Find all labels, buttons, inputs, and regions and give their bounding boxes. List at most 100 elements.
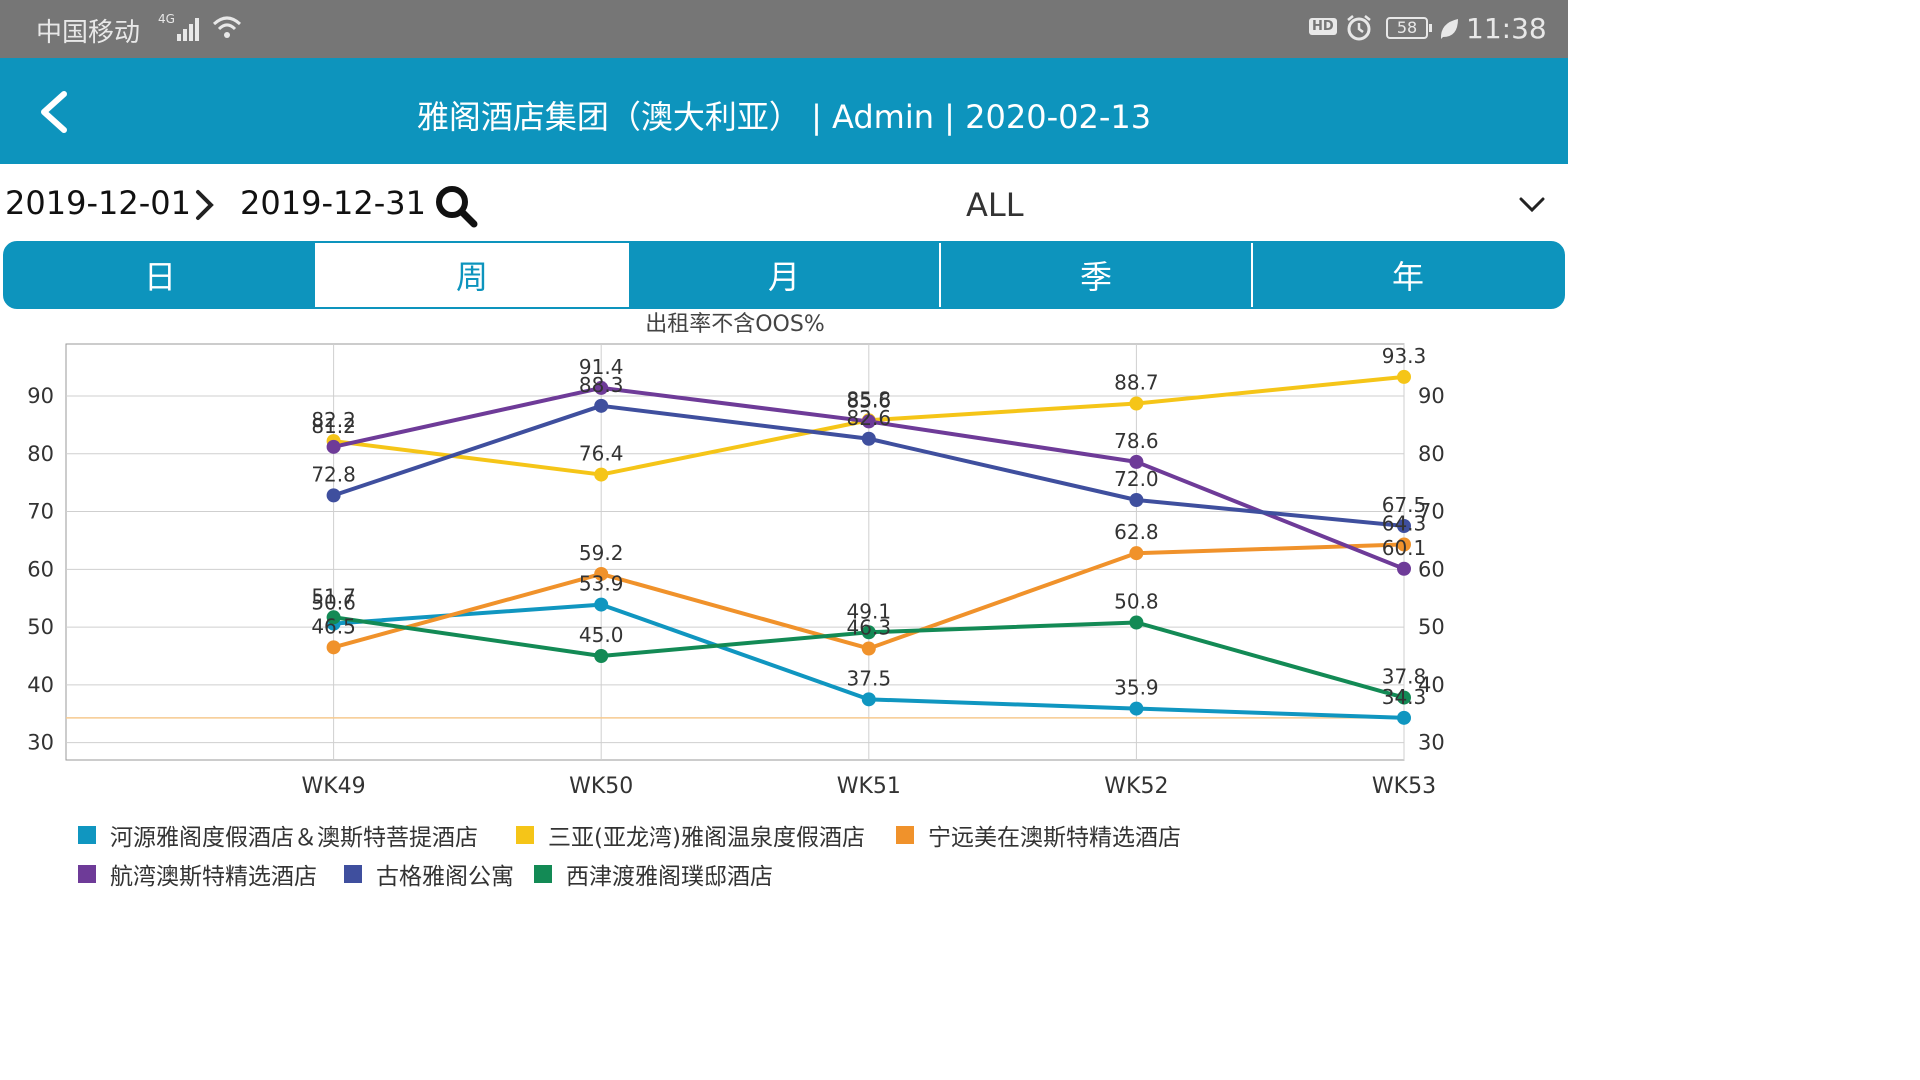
- data-label: 60.1: [1382, 536, 1427, 560]
- chart-series: [326, 369, 1411, 725]
- data-point: [1129, 615, 1144, 630]
- alarm-icon: [1347, 15, 1371, 41]
- period-tabs: 日 周 月 季 年: [3, 241, 1565, 309]
- y-tick-label-right: 30: [1418, 731, 1445, 755]
- tab-day[interactable]: 日: [5, 243, 315, 307]
- data-point: [1129, 546, 1144, 561]
- tab-week[interactable]: 周: [315, 243, 627, 307]
- data-point: [326, 488, 341, 503]
- y-tick-label-right: 50: [1418, 615, 1445, 639]
- data-point: [1397, 537, 1411, 552]
- data-label: 49.1: [847, 599, 892, 623]
- battery-icon: 58: [1386, 17, 1428, 39]
- data-point: [1397, 690, 1411, 705]
- chart-ticks: 30 30 40 40 50 50 60 60 70 70 80 80 90 90 WK49 WK50 WK51…: [27, 384, 1444, 799]
- occupancy-chart: 出租率不含OOS% 30 30 40 40 50 50 60 60 70 70 80 80 90 90 WK…: [0, 310, 1568, 814]
- battery-tip: [1429, 24, 1432, 32]
- y-tick-label-right: 70: [1418, 500, 1445, 524]
- data-point: [861, 692, 876, 707]
- legend-swatch: [344, 865, 362, 883]
- legend-item[interactable]: 三亚(亚龙湾)雅阁温泉度假酒店: [516, 818, 865, 852]
- data-point: [1129, 701, 1144, 716]
- data-label: 67.5: [1382, 493, 1427, 517]
- legend-label: 航湾澳斯特精选酒店: [110, 864, 317, 890]
- data-point: [594, 597, 609, 612]
- data-point: [1397, 561, 1411, 576]
- back-icon[interactable]: [38, 90, 70, 134]
- legend-item[interactable]: 古格雅阁公寓: [344, 857, 514, 891]
- status-bar: 中国移动 4G HD 58 11:38: [0, 0, 1568, 58]
- data-label: 91.4: [579, 355, 624, 379]
- signal-icon: [177, 18, 199, 41]
- y-tick-label-left: 50: [27, 615, 54, 639]
- legend-item[interactable]: 宁远美在澳斯特精选酒店: [896, 818, 1181, 852]
- start-date-picker[interactable]: 2019-12-01: [5, 184, 191, 222]
- x-tick-label: WK53: [1372, 774, 1436, 799]
- data-point: [326, 640, 341, 655]
- legend-item[interactable]: 西津渡雅阁璞邸酒店: [534, 857, 773, 891]
- legend-label: 宁远美在澳斯特精选酒店: [928, 825, 1181, 851]
- data-label: 88.7: [1114, 371, 1159, 395]
- legend-label: 河源雅阁度假酒店＆澳斯特菩提酒店: [110, 825, 478, 851]
- legend-item[interactable]: 河源雅阁度假酒店＆澳斯特菩提酒店: [78, 818, 478, 852]
- data-point: [594, 566, 609, 581]
- data-point: [326, 439, 341, 454]
- data-point: [594, 380, 609, 395]
- data-label: 82.2: [311, 408, 356, 432]
- data-label: 46.3: [847, 615, 892, 639]
- hd-voice-icon: HD: [1309, 18, 1337, 35]
- data-label: 76.4: [579, 442, 624, 466]
- legend-item[interactable]: 航湾澳斯特精选酒店: [78, 857, 317, 891]
- data-label: 53.9: [579, 572, 624, 596]
- search-icon[interactable]: [434, 184, 478, 228]
- x-tick-label: WK51: [837, 774, 901, 799]
- data-label: 64.3: [1382, 511, 1427, 535]
- data-label: 82.6: [847, 406, 892, 430]
- chart-title: 出租率不含OOS%: [645, 312, 825, 337]
- data-label: 35.9: [1114, 676, 1159, 700]
- data-label: 72.0: [1114, 467, 1159, 491]
- x-tick-label: WK52: [1104, 774, 1168, 799]
- data-label: 51.7: [311, 584, 356, 608]
- data-label: 93.3: [1382, 344, 1427, 368]
- hotel-scope-select[interactable]: ALL: [966, 186, 1024, 224]
- legend-label: 三亚(亚龙湾)雅阁温泉度假酒店: [548, 825, 865, 851]
- chevron-right-icon: [196, 190, 214, 220]
- y-tick-label-left: 70: [27, 500, 54, 524]
- data-label: 59.2: [579, 541, 624, 565]
- data-point: [594, 467, 609, 482]
- data-label: 50.6: [311, 591, 356, 615]
- tab-year[interactable]: 年: [1251, 243, 1563, 307]
- y-tick-label-right: 90: [1418, 384, 1445, 408]
- chevron-down-icon[interactable]: [1518, 196, 1546, 214]
- y-tick-label-left: 40: [27, 673, 54, 697]
- x-tick-label: WK49: [302, 774, 366, 799]
- data-label: 62.8: [1114, 520, 1159, 544]
- data-point: [861, 641, 876, 656]
- tab-quarter[interactable]: 季: [939, 243, 1251, 307]
- data-point: [594, 398, 609, 413]
- data-label: 50.8: [1114, 589, 1159, 613]
- network-type: 4G: [158, 12, 175, 26]
- wifi-icon: [212, 16, 242, 38]
- line-chart-svg: 出租率不含OOS% 30 30 40 40 50 50 60 60 70 70 80 80 90 90 WK…: [27, 312, 1444, 799]
- carrier-name: 中国移动: [36, 18, 141, 48]
- data-label: 88.3: [579, 373, 624, 397]
- data-label: 81.2: [311, 414, 356, 438]
- data-label: 34.3: [1382, 685, 1427, 709]
- data-point: [1129, 454, 1144, 469]
- data-point: [861, 414, 876, 429]
- data-point: [861, 625, 876, 640]
- legend-swatch: [78, 826, 96, 844]
- data-point: [861, 431, 876, 446]
- data-label: 46.5: [311, 614, 356, 638]
- chart-grid: [65, 343, 1405, 761]
- tab-month[interactable]: 月: [627, 243, 939, 307]
- legend-swatch: [896, 826, 914, 844]
- end-date-picker[interactable]: 2019-12-31: [240, 184, 426, 222]
- data-point: [326, 610, 341, 625]
- filter-row: 2019-12-01 2019-12-31 ALL: [0, 170, 1568, 238]
- data-point: [1129, 493, 1144, 507]
- legend-swatch: [534, 865, 552, 883]
- y-tick-label-right: 40: [1418, 673, 1445, 697]
